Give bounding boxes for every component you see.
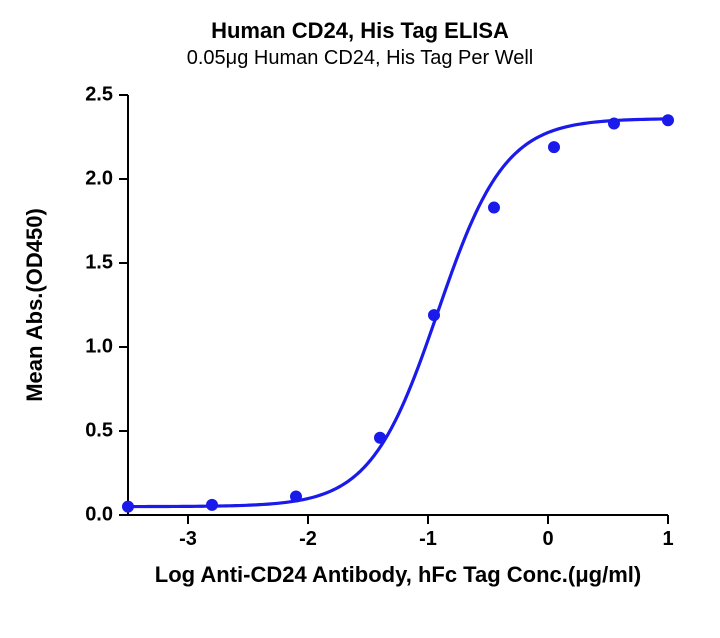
y-tick xyxy=(119,262,128,265)
data-point xyxy=(291,491,302,502)
y-tick xyxy=(119,94,128,97)
y-axis-label: Mean Abs.(OD450) xyxy=(22,208,48,402)
x-axis-label: Log Anti-CD24 Antibody, hFc Tag Conc.(μg… xyxy=(155,562,641,588)
data-point xyxy=(609,118,620,129)
y-tick-label: 1.0 xyxy=(53,336,113,359)
x-tick-label: -1 xyxy=(419,528,437,551)
x-tick xyxy=(187,515,190,524)
y-tick-label: 0.0 xyxy=(53,504,113,527)
y-tick xyxy=(119,514,128,517)
y-tick-label: 2.5 xyxy=(53,84,113,107)
y-tick xyxy=(119,178,128,181)
x-tick-label: 1 xyxy=(662,528,673,551)
x-tick xyxy=(307,515,310,524)
y-tick-label: 1.5 xyxy=(53,252,113,275)
y-tick xyxy=(119,346,128,349)
data-point xyxy=(123,501,134,512)
y-tick xyxy=(119,430,128,433)
data-point xyxy=(663,115,674,126)
series-svg xyxy=(128,95,668,515)
y-tick-label: 0.5 xyxy=(53,420,113,443)
chart-subtitle: 0.05μg Human CD24, His Tag Per Well xyxy=(0,46,720,70)
y-tick-label: 2.0 xyxy=(53,168,113,191)
x-tick-label: -2 xyxy=(299,528,317,551)
data-point xyxy=(207,499,218,510)
data-point xyxy=(375,432,386,443)
fit-curve xyxy=(128,119,668,507)
data-point xyxy=(429,310,440,321)
x-tick xyxy=(547,515,550,524)
x-tick-label: 0 xyxy=(542,528,553,551)
data-point xyxy=(549,142,560,153)
data-point xyxy=(489,202,500,213)
chart-title: Human CD24, His Tag ELISA xyxy=(0,18,720,44)
x-tick xyxy=(427,515,430,524)
chart-title-block: Human CD24, His Tag ELISA 0.05μg Human C… xyxy=(0,18,720,70)
x-tick-label: -3 xyxy=(179,528,197,551)
plot-area: 0.00.51.01.52.02.5-3-2-101 xyxy=(128,95,668,515)
elisa-chart: Human CD24, His Tag ELISA 0.05μg Human C… xyxy=(0,0,720,638)
x-tick xyxy=(667,515,670,524)
